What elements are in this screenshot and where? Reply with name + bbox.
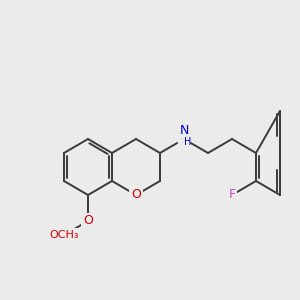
Text: OCH₃: OCH₃ [49, 230, 79, 240]
Text: O: O [83, 214, 93, 227]
Text: F: F [228, 188, 236, 202]
Text: H: H [184, 137, 191, 147]
Text: O: O [131, 188, 141, 202]
Text: N: N [179, 124, 189, 137]
